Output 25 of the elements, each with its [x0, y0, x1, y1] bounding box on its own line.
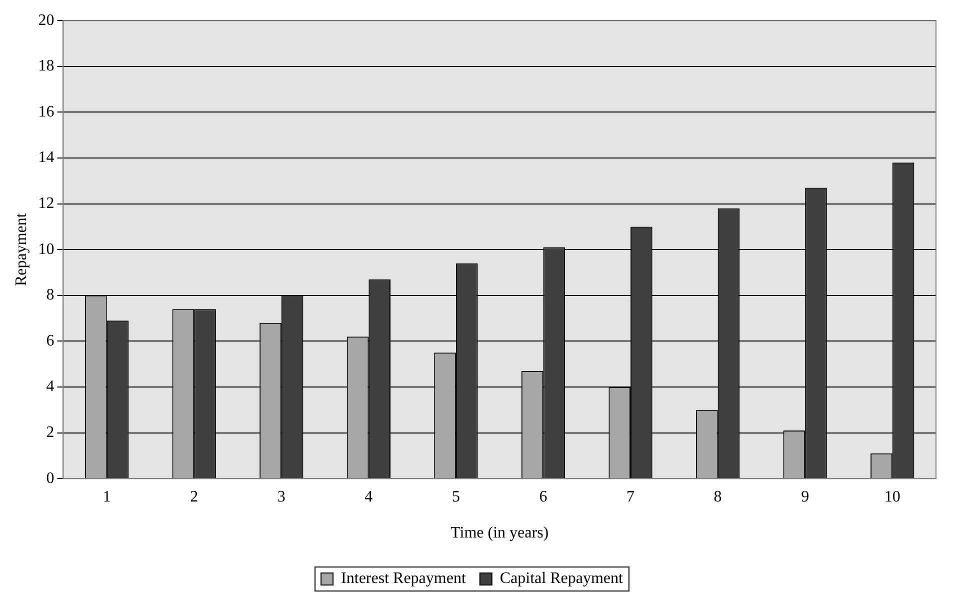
y-tick-label: 14	[38, 149, 54, 166]
x-tick-label: 3	[277, 488, 286, 506]
y-tick-label: 8	[46, 286, 54, 304]
y-tick-label: 6	[46, 332, 54, 350]
y-tick-label: 16	[38, 103, 54, 120]
y-tick-label: 10	[38, 240, 54, 258]
y-tick-label: 12	[38, 195, 54, 212]
x-tick-label: 7	[626, 488, 635, 506]
y-tick-label: 0	[46, 470, 54, 487]
x-tick-label: 9	[801, 488, 810, 506]
y-tick-label: 20	[38, 12, 54, 29]
y-tick-label: 18	[38, 58, 54, 75]
y-tick-label: 2	[46, 424, 54, 442]
x-tick-label: 6	[539, 488, 548, 506]
legend-label: Capital Repayment	[500, 570, 624, 588]
x-axis-title: Time (in years)	[450, 524, 549, 542]
x-tick-label: 2	[190, 488, 198, 506]
x-tick-label: 5	[452, 488, 460, 506]
y-tick-label: 4	[46, 378, 54, 396]
legend-label: Interest Repayment	[341, 570, 466, 588]
x-tick-label: 1	[102, 488, 111, 506]
x-tick-label: 8	[714, 488, 722, 506]
y-axis-title: Repayment	[12, 212, 30, 286]
x-tick-label: 10	[884, 488, 900, 506]
x-tick-label: 4	[364, 488, 373, 506]
